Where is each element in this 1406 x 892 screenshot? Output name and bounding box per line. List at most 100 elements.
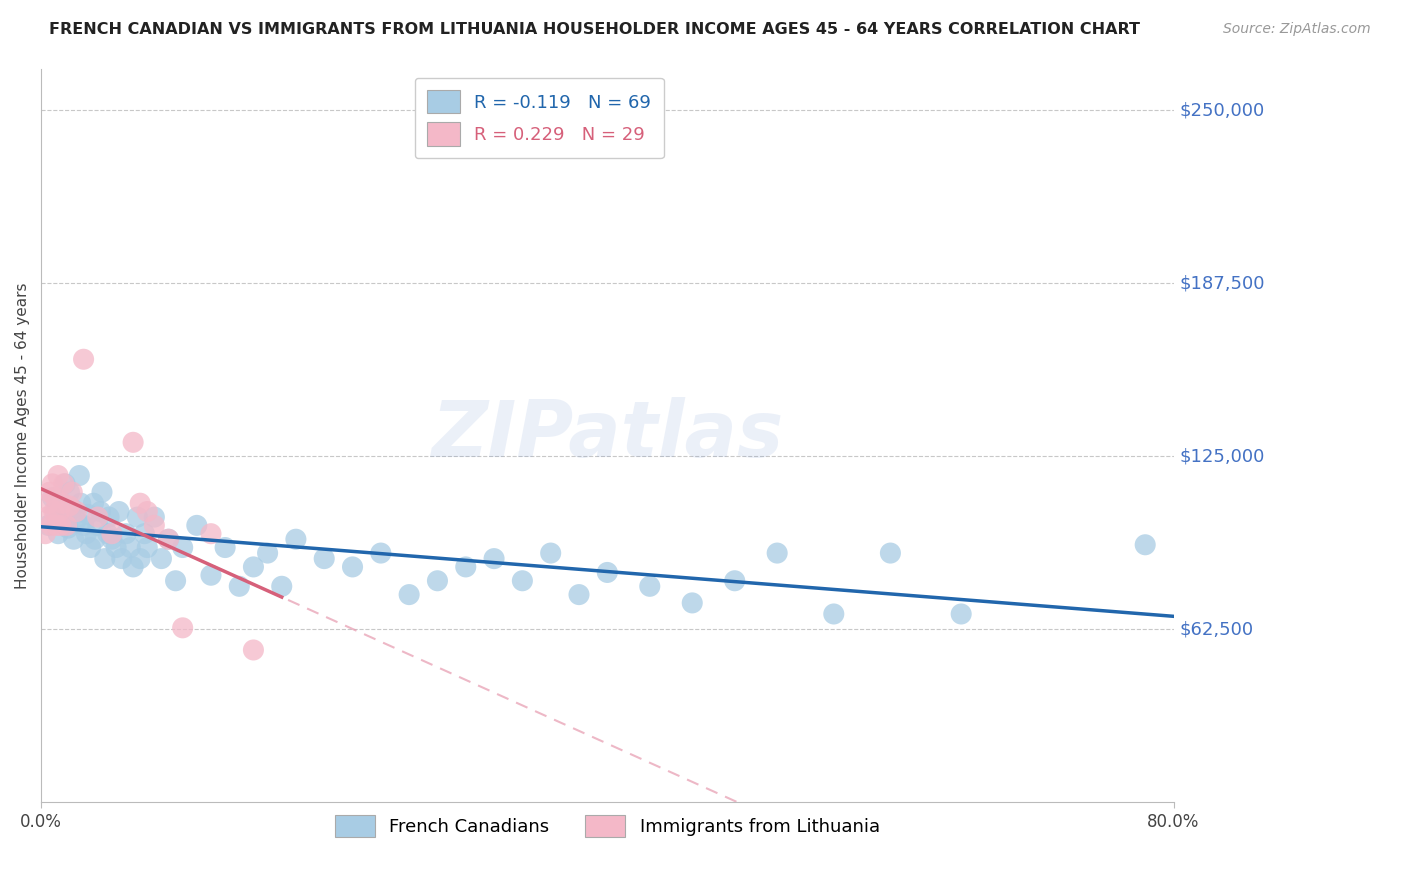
Point (65, 504, 87, 518)
Text: $187,500: $187,500 (1180, 274, 1264, 292)
Point (108, 504, 131, 518)
Point (87, 518, 110, 533)
Point (823, 607, 845, 621)
Point (105, 541, 128, 555)
Point (134, 526, 156, 541)
Point (284, 533, 307, 547)
Point (65, 513, 87, 527)
Point (122, 435, 145, 450)
Point (55, 510, 77, 524)
Point (136, 541, 159, 555)
Point (143, 518, 166, 533)
Text: FRENCH CANADIAN VS IMMIGRANTS FROM LITHUANIA HOUSEHOLDER INCOME AGES 45 - 64 YEA: FRENCH CANADIAN VS IMMIGRANTS FROM LITHU… (49, 22, 1140, 37)
Point (69, 496, 91, 510)
Point (143, 510, 166, 524)
Point (950, 607, 973, 621)
Point (41, 476, 63, 491)
Point (136, 504, 159, 518)
Point (52, 476, 75, 491)
Text: $62,500: $62,500 (1180, 620, 1253, 638)
Point (165, 574, 187, 588)
Point (1135, 538, 1157, 552)
Point (62, 533, 84, 547)
Legend: French Canadians, Immigrants from Lithuania: French Canadians, Immigrants from Lithua… (328, 808, 887, 845)
Point (51, 496, 73, 510)
Point (35, 510, 58, 524)
Point (482, 551, 505, 566)
Point (568, 588, 591, 602)
Point (82, 496, 104, 510)
Point (56, 521, 79, 535)
Point (115, 526, 138, 541)
Point (46, 526, 69, 541)
Point (58, 499, 80, 513)
Point (38, 485, 60, 500)
Point (766, 546, 789, 560)
Point (129, 496, 152, 510)
Point (53, 476, 76, 491)
Point (79, 541, 101, 555)
Text: $125,000: $125,000 (1180, 447, 1264, 465)
Point (200, 526, 222, 541)
Point (94, 551, 117, 566)
Point (879, 546, 901, 560)
Point (314, 551, 336, 566)
Point (101, 533, 124, 547)
Point (46, 468, 69, 483)
Point (398, 588, 420, 602)
Point (72, 518, 94, 533)
Point (44, 504, 66, 518)
Point (200, 568, 222, 582)
Point (120, 541, 142, 555)
Point (98, 510, 121, 524)
Point (186, 518, 208, 533)
Point (48, 504, 70, 518)
Point (454, 560, 477, 574)
Point (150, 551, 173, 566)
Point (111, 551, 134, 566)
Text: ZIPatlas: ZIPatlas (432, 398, 783, 474)
Point (540, 546, 562, 560)
Point (60, 485, 83, 500)
Point (129, 551, 152, 566)
Point (228, 579, 250, 593)
Text: Source: ZipAtlas.com: Source: ZipAtlas.com (1223, 22, 1371, 37)
Point (72, 352, 94, 367)
Point (342, 560, 364, 574)
Point (83, 533, 105, 547)
Point (39, 518, 62, 533)
Y-axis label: Householder Income Ages 45 - 64 years: Householder Income Ages 45 - 64 years (15, 282, 30, 589)
Point (101, 526, 124, 541)
Point (370, 546, 392, 560)
Point (41, 491, 63, 505)
Point (596, 566, 619, 580)
Point (97, 526, 120, 541)
Point (91, 485, 114, 500)
Point (45, 518, 67, 533)
Point (37, 518, 59, 533)
Point (67, 468, 90, 483)
Point (76, 508, 98, 522)
Point (638, 579, 661, 593)
Point (122, 560, 145, 574)
Point (256, 546, 278, 560)
Point (242, 643, 264, 657)
Point (426, 574, 449, 588)
Point (75, 526, 97, 541)
Point (44, 491, 66, 505)
Point (49, 518, 72, 533)
Point (157, 533, 180, 547)
Point (172, 541, 194, 555)
Point (34, 526, 56, 541)
Point (87, 510, 110, 524)
Point (270, 579, 292, 593)
Point (724, 574, 747, 588)
Text: $250,000: $250,000 (1180, 101, 1264, 119)
Point (90, 504, 112, 518)
Point (42, 504, 65, 518)
Point (127, 510, 149, 524)
Point (58, 485, 80, 500)
Point (60, 501, 83, 516)
Point (214, 541, 236, 555)
Point (157, 533, 180, 547)
